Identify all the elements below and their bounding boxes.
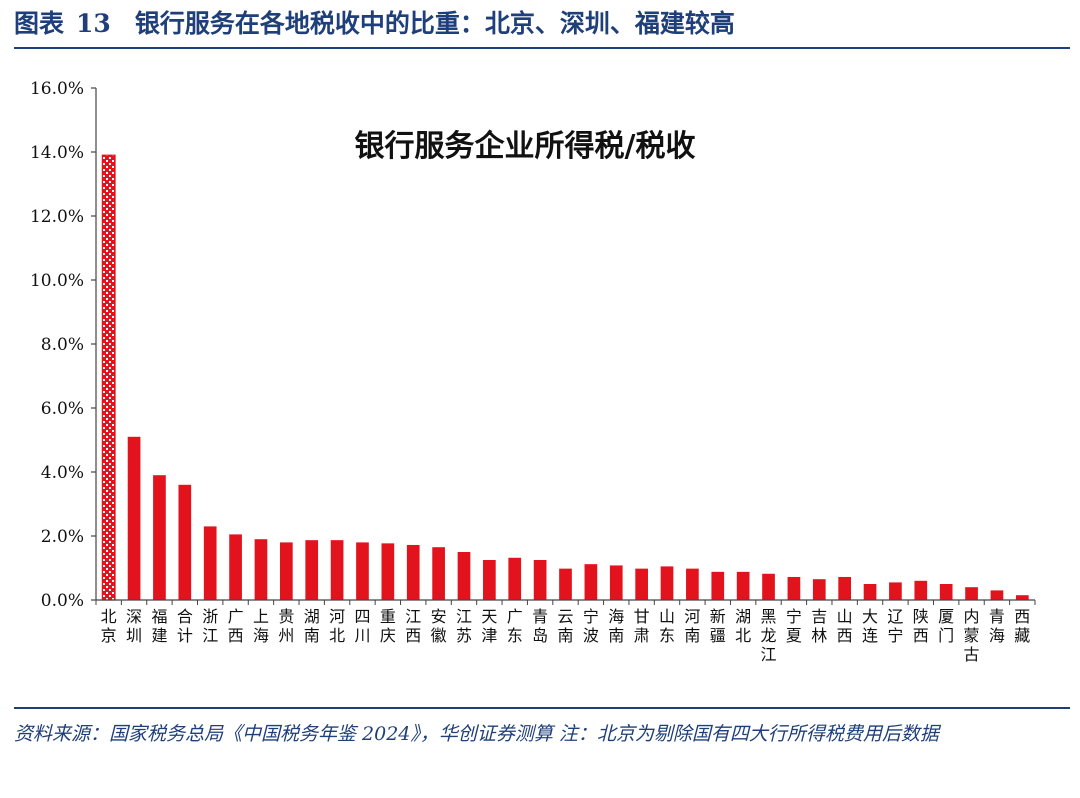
bar bbox=[153, 475, 166, 600]
figure-header: 图表 13 银行服务在各地税收中的比重：北京、深圳、福建较高 bbox=[14, 6, 1070, 48]
x-tick-label: 安徽 bbox=[431, 607, 447, 645]
bar bbox=[381, 543, 395, 600]
bar bbox=[254, 539, 268, 600]
x-tick-label: 甘肃 bbox=[634, 607, 650, 645]
bar bbox=[584, 564, 598, 600]
bar bbox=[914, 580, 928, 600]
y-tick-label: 0.0% bbox=[41, 591, 84, 611]
y-axis: 0.0% 2.0% 4.0% 6.0% 8.0% 10.0% 12.0% 14.0% 16.0% bbox=[30, 79, 97, 611]
bar bbox=[736, 571, 750, 600]
x-tick-label: 内蒙古 bbox=[964, 607, 980, 664]
x-tick-label: 新疆 bbox=[710, 607, 726, 645]
bar bbox=[609, 565, 623, 600]
x-tick-label: 湖北 bbox=[735, 607, 751, 645]
x-tick-label: 山西 bbox=[837, 607, 853, 645]
x-tick-label: 厦门 bbox=[938, 607, 954, 645]
x-tick-label: 吉林 bbox=[811, 607, 827, 645]
x-tick-label: 大连 bbox=[862, 607, 878, 645]
x-tick-label: 北京 bbox=[101, 607, 117, 645]
x-tick-label: 福建 bbox=[151, 607, 167, 645]
x-tick-label: 天津 bbox=[481, 607, 497, 645]
x-tick-label: 海南 bbox=[608, 607, 624, 645]
x-tick-label: 江西 bbox=[405, 607, 421, 645]
x-tick-label: 合计 bbox=[177, 607, 193, 645]
x-tick-label: 青岛 bbox=[532, 607, 548, 645]
x-tick-label: 河北 bbox=[329, 607, 345, 645]
x-tick-label: 浙江 bbox=[202, 607, 218, 645]
x-tick-label: 宁波 bbox=[583, 607, 599, 645]
bar bbox=[1015, 595, 1029, 600]
y-tick-label: 14.0% bbox=[30, 143, 84, 163]
figure-title: 银行服务在各地税收中的比重：北京、深圳、福建较高 bbox=[134, 9, 735, 38]
chart-title: 银行服务企业所得税/税收 bbox=[355, 129, 696, 164]
y-tick-label: 6.0% bbox=[41, 399, 84, 419]
x-tick-label: 上海 bbox=[253, 607, 269, 645]
x-tick-label: 广西 bbox=[228, 607, 244, 645]
header-rule bbox=[14, 47, 1070, 49]
bar-chart: 0.0% 2.0% 4.0% 6.0% 8.0% 10.0% 12.0% 14.0% 16.0%… bbox=[30, 79, 1036, 664]
bar bbox=[559, 568, 572, 600]
bar bbox=[483, 560, 496, 600]
y-tick-label: 8.0% bbox=[41, 335, 84, 355]
bar bbox=[457, 552, 471, 600]
bar bbox=[330, 540, 344, 600]
x-tick-label: 宁夏 bbox=[786, 607, 802, 645]
bar bbox=[229, 534, 242, 600]
bar bbox=[838, 576, 852, 600]
bar bbox=[889, 582, 902, 600]
bar bbox=[533, 560, 547, 600]
bar bbox=[305, 540, 319, 600]
bar bbox=[863, 584, 877, 600]
bar bbox=[178, 484, 192, 600]
bar bbox=[406, 544, 420, 600]
x-tick-label: 山东 bbox=[659, 607, 675, 645]
bar bbox=[686, 568, 699, 600]
x-tick-label: 辽宁 bbox=[887, 607, 903, 645]
figure-label: 图表 bbox=[14, 9, 65, 38]
x-tick-label: 青海 bbox=[989, 607, 1005, 645]
x-tick-label: 西藏 bbox=[1014, 607, 1030, 645]
bar bbox=[432, 547, 445, 600]
bar bbox=[990, 590, 1004, 600]
bar bbox=[965, 587, 978, 600]
bar bbox=[787, 576, 801, 600]
x-tick-label: 江苏 bbox=[456, 607, 472, 645]
x-tick-label: 河南 bbox=[684, 607, 700, 645]
footer-rule bbox=[14, 707, 1070, 709]
y-tick-label: 2.0% bbox=[41, 527, 84, 547]
bar bbox=[508, 557, 522, 600]
bar bbox=[635, 568, 648, 600]
bar bbox=[711, 571, 725, 600]
x-tick-label: 云南 bbox=[557, 607, 573, 645]
bar bbox=[939, 584, 953, 600]
x-tick-label: 陕西 bbox=[913, 607, 929, 645]
bar bbox=[279, 542, 293, 600]
y-tick-label: 16.0% bbox=[30, 79, 84, 99]
x-tick-label: 黑龙江 bbox=[761, 607, 777, 664]
y-tick-label: 4.0% bbox=[41, 463, 84, 483]
bar bbox=[101, 154, 116, 601]
x-tick-label: 四川 bbox=[354, 607, 370, 645]
bar bbox=[127, 436, 141, 600]
bar bbox=[203, 526, 217, 600]
x-axis: 北京深圳福建合计浙江广西上海贵州湖南河北四川重庆江西安徽江苏天津广东青岛云南宁波… bbox=[95, 599, 1036, 664]
x-tick-label: 广东 bbox=[507, 607, 523, 645]
bars bbox=[101, 154, 1029, 601]
x-tick-label: 重庆 bbox=[380, 607, 396, 645]
x-tick-label: 贵州 bbox=[278, 607, 294, 645]
bar bbox=[660, 566, 674, 600]
source-note: 资料来源：国家税务总局《中国税务年鉴 2024》，华创证券测算 注：北京为剔除国… bbox=[14, 723, 939, 745]
bar bbox=[762, 573, 775, 600]
y-tick-label: 10.0% bbox=[30, 271, 84, 291]
bar bbox=[812, 579, 826, 600]
x-tick-label: 湖南 bbox=[304, 607, 320, 645]
y-tick-label: 12.0% bbox=[30, 207, 84, 227]
bar bbox=[356, 542, 369, 600]
figure-number: 13 bbox=[76, 9, 111, 38]
x-tick-label: 深圳 bbox=[126, 607, 142, 645]
